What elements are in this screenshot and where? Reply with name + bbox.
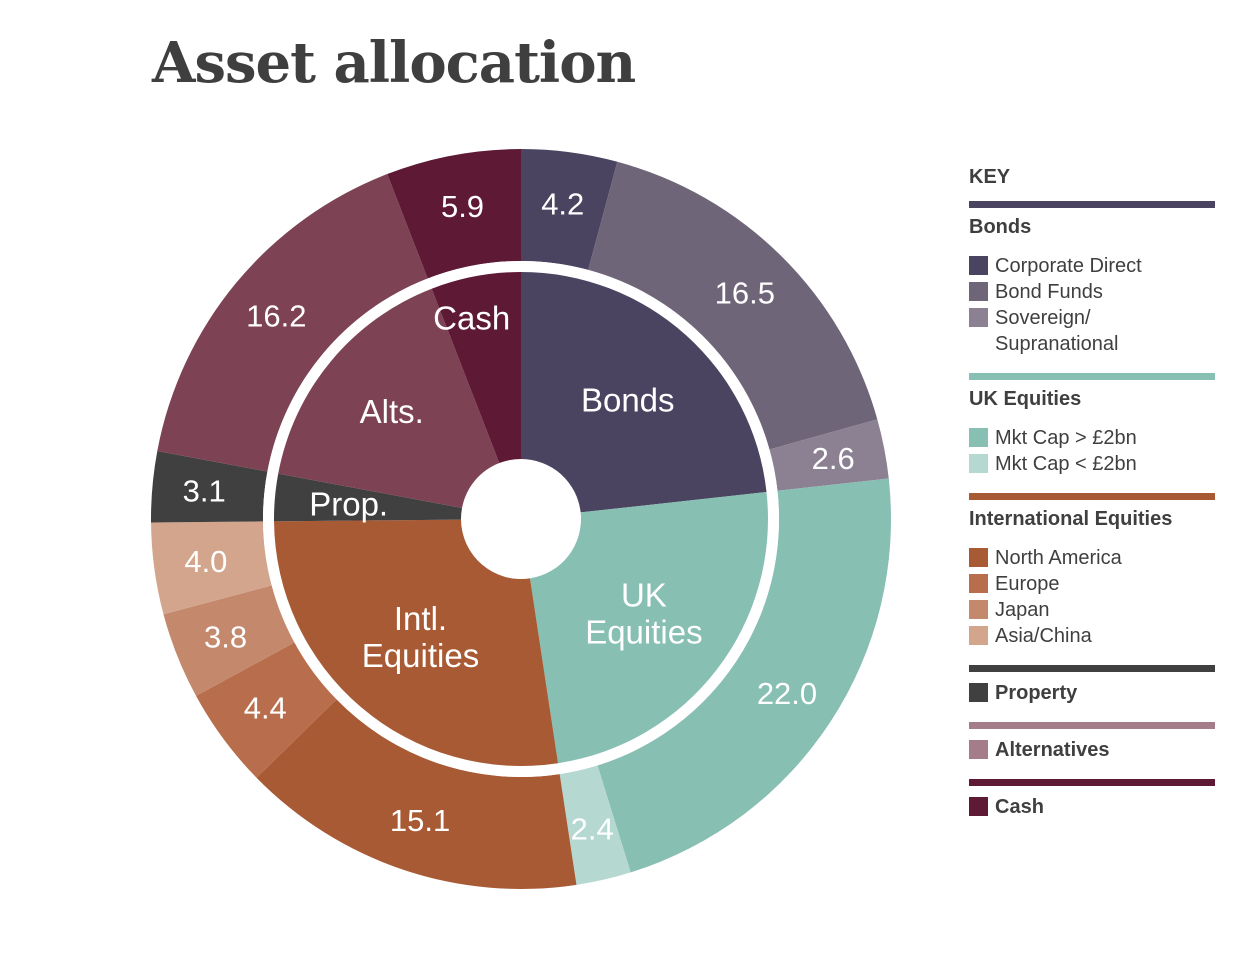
legend-swatch xyxy=(969,740,988,759)
outer-label-sovereign-supranational: 2.6 xyxy=(812,441,855,476)
legend-item-label: Asia/China xyxy=(995,625,1092,647)
outer-label-japan: 3.8 xyxy=(204,619,247,654)
inner-slice-uk-equities xyxy=(529,491,768,764)
outer-slice-mkt-cap-2bn xyxy=(597,478,891,873)
legend-swatch xyxy=(969,626,988,645)
legend-item-property: Property xyxy=(969,680,1215,706)
inner-slice-bonds xyxy=(521,272,767,513)
legend: KEY Bonds Corporate Direct Bond Funds Sover… xyxy=(969,166,1215,836)
legend-swatch xyxy=(969,548,988,567)
outer-label-asia-china: 4.0 xyxy=(184,544,227,579)
outer-slice-alternatives xyxy=(157,174,428,472)
legend-swatch xyxy=(969,574,988,593)
legend-group-bonds: Bonds Corporate Direct Bond Funds Sovereign… xyxy=(969,201,1215,357)
inner-slice-prop xyxy=(274,473,463,522)
outer-label-mkt-cap-2bn: 22.0 xyxy=(757,676,817,711)
legend-rule xyxy=(969,722,1215,729)
legend-groups: Bonds Corporate Direct Bond Funds Sovereign… xyxy=(969,201,1215,820)
legend-item-europe: Europe xyxy=(969,571,1215,597)
inner-label-cash: Cash xyxy=(433,299,510,336)
legend-item-label: Alternatives xyxy=(995,739,1110,761)
legend-item-label: Bond Funds xyxy=(995,281,1103,303)
legend-swatch xyxy=(969,282,988,301)
legend-rule xyxy=(969,665,1215,672)
legend-swatch xyxy=(969,256,988,275)
legend-swatch xyxy=(969,308,988,327)
outer-slice-europe xyxy=(196,642,337,778)
legend-item-north-america: North America xyxy=(969,545,1215,571)
outer-slice-japan xyxy=(163,585,295,696)
legend-group-international-equities: International Equities North America Europ… xyxy=(969,493,1215,649)
legend-swatch xyxy=(969,797,988,816)
legend-item-japan: Japan xyxy=(969,597,1215,623)
legend-item-asia-china: Asia/China xyxy=(969,623,1215,649)
legend-title: KEY xyxy=(969,166,1011,188)
legend-group-property: Property xyxy=(969,665,1215,706)
inner-label-intl-equities: Intl. Equities xyxy=(362,600,479,674)
inner-slice-cash xyxy=(431,272,521,464)
outer-label-alternatives: 16.2 xyxy=(246,298,306,333)
legend-group-alternatives: Alternatives xyxy=(969,722,1215,763)
inner-label-alts: Alts. xyxy=(360,393,424,430)
donut-chart: 4.2 16.5 2.6 22.0 2.4 15.1 4.4 3.8 4.0 3.1 16.2 5.9… xyxy=(151,149,891,889)
legend-swatch xyxy=(969,428,988,447)
legend-group-title: International Equities xyxy=(969,508,1173,530)
legend-group-uk-equities: UK Equities Mkt Cap > £2bn Mkt Cap < £2bn xyxy=(969,373,1215,477)
inner-slice-intl-equities xyxy=(274,519,559,766)
inner-label-uk-equities: UK Equities xyxy=(585,576,702,650)
legend-item-mkt-cap-2bn: Mkt Cap > £2bn xyxy=(969,425,1215,451)
legend-swatch xyxy=(969,454,988,473)
legend-item-label: Europe xyxy=(995,573,1060,595)
outer-slice-corporate-direct xyxy=(521,149,618,270)
outer-label-cash: 5.9 xyxy=(441,189,484,224)
legend-group-cash: Cash xyxy=(969,779,1215,820)
legend-item-label: Japan xyxy=(995,599,1050,621)
legend-rule xyxy=(969,493,1215,500)
outer-slice-property xyxy=(151,450,268,523)
outer-slice-cash xyxy=(387,149,521,279)
outer-slice-mkt-cap-2bn xyxy=(559,765,631,885)
legend-item-corporate-direct: Corporate Direct xyxy=(969,253,1215,279)
outer-label-corporate-direct: 4.2 xyxy=(541,186,584,221)
inner-slice-alts xyxy=(278,288,500,508)
legend-item-label: North America xyxy=(995,547,1122,569)
outer-label-north-america: 15.1 xyxy=(390,803,450,838)
chart-title: Asset allocation xyxy=(152,30,636,96)
legend-item-alternatives: Alternatives xyxy=(969,737,1215,763)
outer-label-bond-funds: 16.5 xyxy=(715,276,775,311)
legend-item-mkt-cap-2bn: Mkt Cap < £2bn xyxy=(969,451,1215,477)
outer-label-europe: 4.4 xyxy=(244,691,287,726)
legend-item-label: Mkt Cap > £2bn xyxy=(995,427,1137,449)
legend-item-label: Corporate Direct xyxy=(995,255,1142,277)
legend-item-sovereign-supranational: Sovereign/ Supranational xyxy=(969,305,1215,357)
legend-group-title: UK Equities xyxy=(969,388,1082,410)
legend-rule xyxy=(969,201,1215,208)
legend-item-label: Sovereign/ Supranational xyxy=(995,307,1119,355)
outer-slice-north-america xyxy=(256,699,577,889)
legend-swatch xyxy=(969,683,988,702)
outer-slice-asia-china xyxy=(151,521,272,615)
outer-slice-bond-funds xyxy=(588,161,878,450)
legend-rule xyxy=(969,779,1215,786)
legend-item-label: Cash xyxy=(995,796,1044,818)
outer-slice-sovereign-supranational xyxy=(769,419,889,491)
outer-label-property: 3.1 xyxy=(183,474,226,509)
legend-item-bond-funds: Bond Funds xyxy=(969,279,1215,305)
legend-item-cash: Cash xyxy=(969,794,1215,820)
legend-swatch xyxy=(969,600,988,619)
outer-label-mkt-cap-2bn: 2.4 xyxy=(571,811,614,846)
legend-rule xyxy=(969,373,1215,380)
legend-group-title: Bonds xyxy=(969,216,1032,238)
legend-item-label: Mkt Cap < £2bn xyxy=(995,453,1137,475)
inner-label-bonds: Bonds xyxy=(581,381,675,418)
legend-item-label: Property xyxy=(995,682,1078,704)
